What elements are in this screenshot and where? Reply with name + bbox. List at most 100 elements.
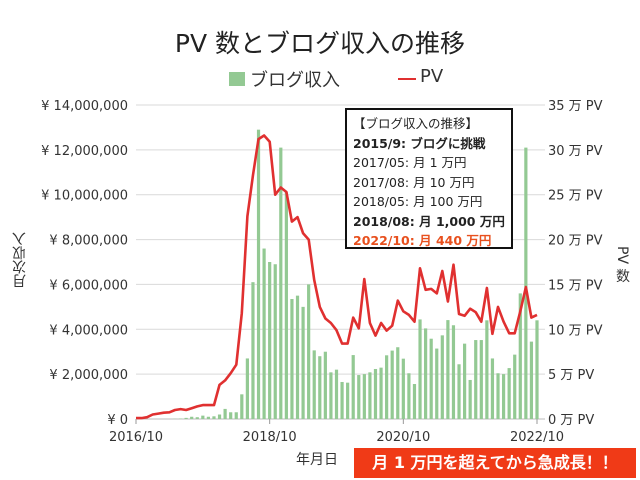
- income-bar: [501, 374, 506, 419]
- income-bar: [284, 192, 288, 419]
- income-bar: [357, 375, 361, 419]
- chart-title: PV 数とブログ収入の推移: [174, 29, 466, 58]
- annotation-line: 2015/9: ブログに挑戦: [353, 135, 486, 151]
- annotation-line: 2018/05: 月 100 万円: [353, 194, 483, 209]
- income-bar: [524, 147, 528, 419]
- y-right-tick-label: 10 万 PV: [548, 323, 603, 338]
- annotation-line: 2017/08: 月 10 万円: [353, 174, 475, 190]
- x-axis-title: 年月日: [296, 452, 338, 468]
- y-left-tick-label: ¥ 10,000,000: [41, 189, 128, 204]
- y-left-tick-label: ¥ 4,000,000: [49, 323, 128, 338]
- y-right-tick-label: 20 万 PV: [548, 234, 603, 249]
- x-tick-label: 2018/10: [243, 430, 297, 445]
- annotation-line: 2017/05: 月 1 万円: [353, 155, 467, 170]
- y-right-tick-label: 0 万 PV: [548, 413, 594, 428]
- legend-label-line: PV: [420, 66, 444, 87]
- legend-swatch-line: [398, 78, 416, 80]
- income-bar: [429, 338, 433, 419]
- income-bar: [474, 340, 478, 419]
- income-bar: [195, 417, 199, 419]
- income-bar: [385, 355, 389, 419]
- income-bar: [401, 358, 405, 419]
- income-bar: [390, 350, 394, 419]
- y-right-tick-label: 5 万 PV: [548, 368, 594, 383]
- income-bar: [234, 412, 238, 419]
- income-bar: [256, 129, 261, 419]
- income-bar: [457, 364, 461, 419]
- income-bar: [229, 412, 233, 419]
- income-bar: [462, 343, 467, 419]
- income-bar: [368, 372, 372, 419]
- annotation-title: 【ブログ収入の推移】: [353, 116, 479, 131]
- income-bar: [446, 320, 450, 419]
- income-bar: [201, 415, 205, 419]
- y-axis-right-title: PV 数: [614, 246, 630, 283]
- income-bar: [435, 348, 439, 419]
- y-right-tick-label: 15 万 PV: [548, 278, 603, 293]
- income-bar: [418, 319, 422, 419]
- annotation-box: 【ブログ収入の推移】 2015/9: ブログに挑戦 2017/05: 月 1 万円…: [345, 108, 513, 249]
- income-bar: [407, 373, 411, 419]
- income-bar: [290, 299, 294, 419]
- y-left-tick-label: ¥ 2,000,000: [49, 368, 128, 383]
- y-left-tick-label: ¥ 6,000,000: [49, 278, 128, 293]
- income-bar: [468, 379, 472, 419]
- income-bar: [518, 293, 522, 419]
- income-bar: [212, 416, 216, 419]
- x-tick-label: 2016/10: [109, 430, 163, 445]
- income-bar: [412, 384, 417, 419]
- income-bar: [223, 408, 227, 419]
- income-bar: [490, 358, 495, 419]
- income-bar: [307, 284, 311, 419]
- y-left-tick-label: ¥ 14,000,000: [41, 99, 128, 114]
- income-bar: [362, 374, 366, 419]
- legend: ブログ収入 PV: [0, 66, 640, 91]
- income-bar: [279, 147, 283, 419]
- income-bar: [334, 369, 339, 419]
- x-tick-label: 2022/10: [510, 430, 564, 445]
- highlight-banner: 月 1 万円を超えてから急成長！！: [354, 448, 636, 478]
- income-bar: [190, 416, 194, 419]
- y-right-tick-label: 25 万 PV: [548, 189, 603, 204]
- income-bar: [379, 367, 383, 419]
- income-bar: [312, 350, 316, 419]
- y-left-tick-label: ¥ 12,000,000: [41, 144, 128, 159]
- income-bar: [273, 264, 277, 419]
- income-bar: [351, 355, 355, 419]
- y-right-tick-label: 35 万 PV: [548, 99, 603, 114]
- income-bar: [329, 372, 333, 419]
- y-left-tick-label: ¥ 0: [107, 413, 128, 428]
- income-bar: [396, 347, 400, 419]
- income-bar: [529, 341, 534, 419]
- pv-line: [136, 134, 538, 420]
- income-bar: [295, 295, 300, 419]
- y-left-tick-label: ¥ 8,000,000: [49, 234, 128, 249]
- x-tick-label: 2020/10: [376, 430, 430, 445]
- y-right-tick-label: 30 万 PV: [548, 144, 603, 159]
- income-bar: [245, 358, 249, 419]
- income-bar: [262, 248, 266, 419]
- income-bar: [479, 340, 483, 419]
- income-bar: [268, 262, 272, 419]
- annotation-line: 2022/10: 月 440 万円: [353, 233, 492, 248]
- income-bar: [535, 320, 539, 419]
- income-bar: [485, 320, 489, 419]
- income-bar: [184, 417, 188, 419]
- income-bar: [513, 354, 517, 419]
- income-bar: [340, 381, 344, 419]
- income-bar: [251, 282, 255, 419]
- income-bar: [507, 368, 511, 419]
- income-bar: [451, 325, 456, 419]
- income-bar: [440, 335, 444, 419]
- income-bar: [323, 351, 327, 419]
- income-bar: [217, 414, 222, 419]
- income-bar: [373, 368, 378, 419]
- y-axis-left-title: 月次収入: [12, 232, 28, 288]
- income-bar: [301, 306, 305, 419]
- legend-label-bar: ブログ収入: [250, 70, 340, 91]
- legend-swatch-bar: [229, 72, 245, 86]
- income-bar: [424, 328, 428, 419]
- income-bar: [496, 373, 500, 419]
